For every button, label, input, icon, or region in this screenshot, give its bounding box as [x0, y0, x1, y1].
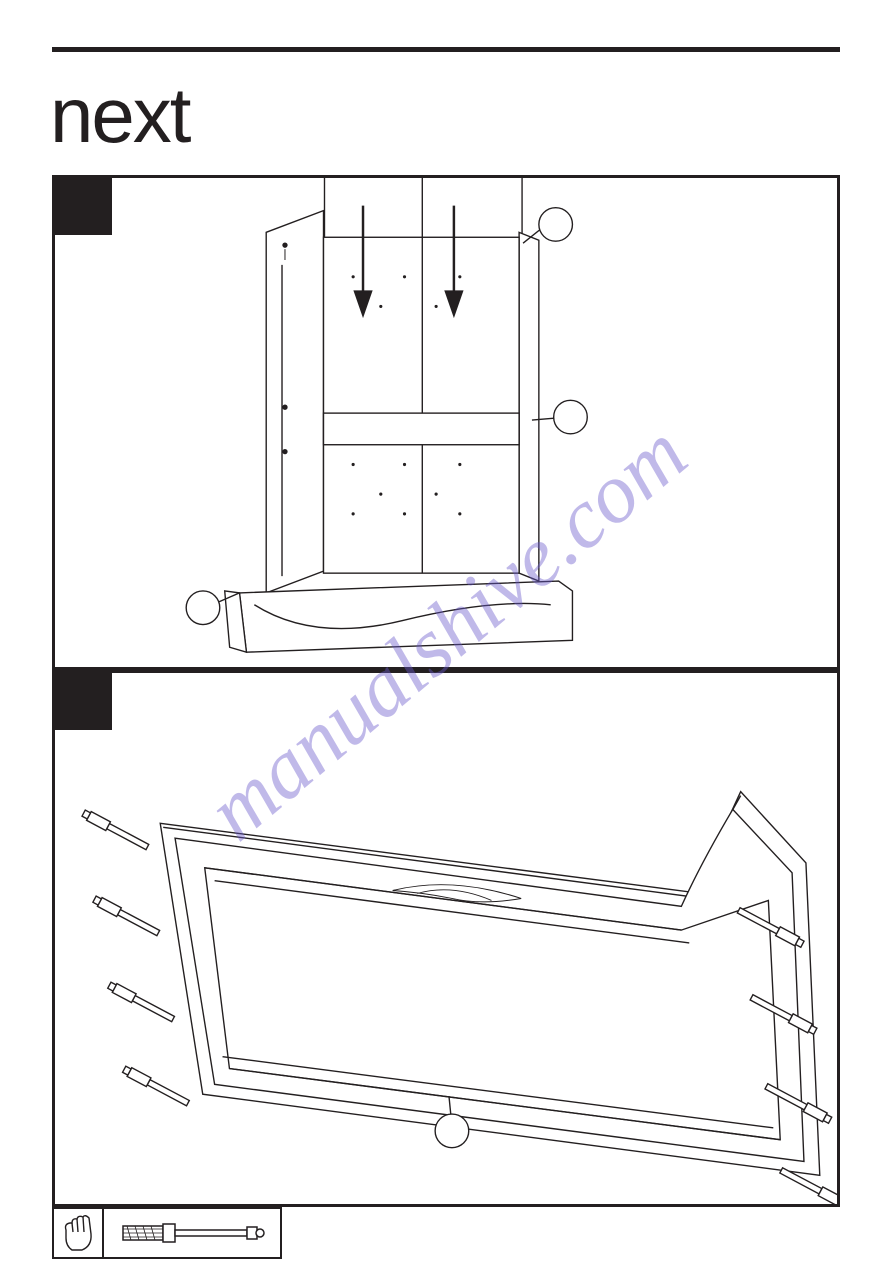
bolt-icon [104, 1209, 280, 1257]
header-rule [52, 47, 840, 52]
step-panel-2 [52, 670, 840, 1207]
hand-tighten-icon [54, 1209, 104, 1257]
hardware-required-box [52, 1207, 282, 1259]
brand-logo: next [50, 70, 189, 161]
step-panel-1 [52, 175, 840, 670]
diagram-step-1 [55, 178, 837, 667]
diagram-step-2 [55, 673, 837, 1204]
